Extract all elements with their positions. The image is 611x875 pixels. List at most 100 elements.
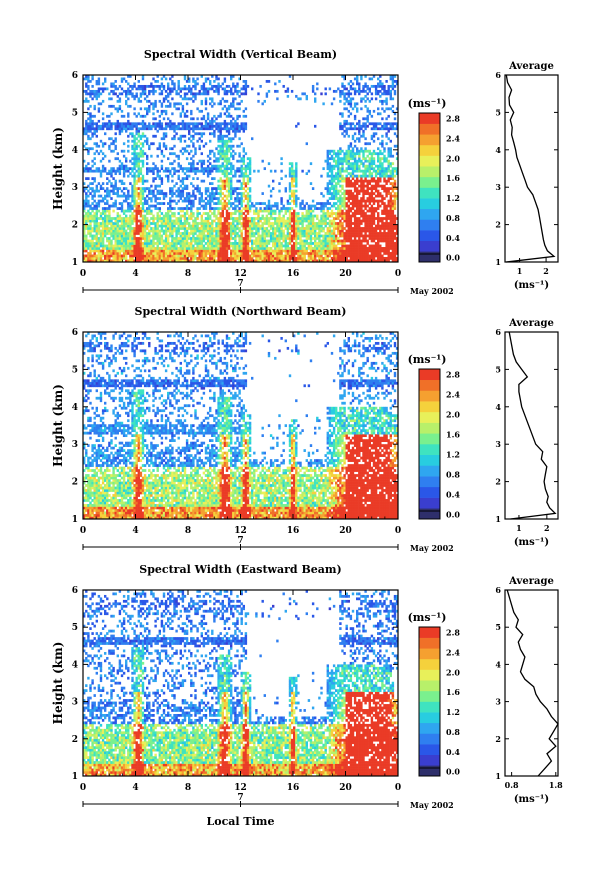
heatmap-cell: [137, 172, 140, 176]
heatmap-cell: [219, 222, 222, 225]
heatmap-cell: [358, 189, 361, 193]
heatmap-cell: [177, 92, 180, 96]
heatmap-cell: [135, 174, 138, 178]
heatmap-cell: [89, 234, 92, 238]
heatmap-cell: [305, 259, 308, 263]
heatmap-cell: [339, 127, 342, 131]
heatmap-cell: [139, 229, 143, 233]
heatmap-cell: [198, 212, 201, 215]
heatmap-cell: [192, 237, 195, 240]
heatmap-cell: [307, 259, 311, 263]
heatmap-cell: [221, 152, 224, 156]
heatmap-cell: [356, 152, 359, 156]
heatmap-cell: [288, 239, 292, 243]
heatmap-cell: [261, 222, 264, 225]
heatmap-cell: [347, 114, 350, 118]
heatmap-cell: [324, 254, 327, 258]
heatmap-cell: [135, 237, 138, 240]
heatmap-cell: [175, 222, 178, 225]
heatmap-cell: [332, 227, 336, 230]
heatmap-cell: [133, 149, 136, 153]
heatmap-cell: [143, 237, 147, 240]
heatmap-cell: [160, 192, 164, 195]
heatmap-cell: [364, 147, 367, 151]
heatmap-cell: [101, 212, 105, 215]
heatmap-cell: [314, 239, 317, 243]
heatmap-cell: [309, 204, 313, 208]
heatmap-cell: [116, 254, 119, 258]
heatmap-cell: [274, 202, 277, 205]
heatmap-cell: [278, 189, 281, 193]
heatmap-cell: [93, 157, 96, 161]
heatmap-cell: [209, 209, 212, 213]
heatmap-cell: [330, 157, 334, 161]
heatmap-cell: [108, 189, 111, 193]
heatmap-cell: [223, 139, 227, 143]
heatmap-cell: [259, 207, 262, 210]
heatmap-cell: [143, 259, 147, 263]
heatmap-cell: [129, 252, 132, 255]
heatmap-cell: [206, 174, 210, 178]
heatmap-cell: [99, 229, 103, 233]
heatmap-cell: [351, 127, 355, 131]
heatmap-cell: [141, 187, 145, 190]
heatmap-cell: [146, 107, 149, 111]
heatmap-cell: [263, 219, 266, 223]
heatmap-cell: [160, 237, 164, 240]
heatmap-cell: [227, 217, 231, 220]
heatmap-cell: [261, 232, 264, 235]
heatmap-cell: [213, 197, 216, 200]
heatmap-cell: [104, 132, 107, 136]
heatmap-cell: [297, 214, 300, 218]
heatmap-cell: [89, 259, 92, 263]
heatmap-cell: [299, 204, 302, 208]
heatmap-cell: [120, 207, 124, 210]
heatmap-cell: [263, 237, 266, 240]
heatmap-cell: [162, 154, 166, 158]
heatmap-cell: [288, 247, 292, 250]
heatmap-cell: [335, 189, 338, 193]
heatmap-cell: [326, 227, 329, 230]
heatmap-cell: [181, 109, 185, 113]
heatmap-cell: [345, 192, 348, 195]
heatmap-cell: [192, 224, 195, 228]
heatmap-cell: [87, 169, 90, 173]
heatmap-cell: [307, 219, 311, 223]
heatmap-cell: [160, 252, 164, 255]
heatmap-cell: [194, 224, 197, 228]
heatmap-cell: [316, 259, 319, 263]
heatmap-cell: [114, 157, 117, 161]
heatmap-cell: [152, 102, 155, 106]
heatmap-cell: [152, 249, 155, 253]
heatmap-cell: [263, 257, 266, 260]
heatmap-cell: [339, 232, 342, 235]
heatmap-cell: [194, 197, 197, 200]
heatmap-cell: [114, 84, 117, 88]
heatmap-cell: [246, 84, 250, 88]
heatmap-cell: [326, 254, 329, 258]
heatmap-cell: [341, 229, 344, 233]
heatmap-cell: [307, 244, 311, 248]
heatmap-cell: [358, 152, 361, 156]
heatmap-cell: [114, 217, 117, 220]
heatmap-cell: [110, 189, 113, 193]
heatmap-cell: [206, 219, 210, 223]
heatmap-cell: [93, 122, 96, 126]
heatmap-cell: [349, 172, 353, 176]
heatmap-cell: [324, 204, 327, 208]
heatmap-cell: [217, 159, 220, 163]
heatmap-cell: [286, 217, 290, 220]
heatmap-cell: [335, 227, 338, 230]
heatmap-cell: [211, 257, 214, 260]
heatmap-cell: [196, 107, 199, 111]
heatmap-cell: [181, 119, 185, 123]
heatmap-cell: [171, 79, 174, 83]
heatmap-cell: [209, 149, 212, 153]
heatmap-cell: [332, 212, 336, 215]
heatmap-cell: [330, 247, 334, 250]
heatmap-cell: [185, 197, 189, 200]
heatmap-cell: [219, 129, 222, 133]
heatmap-cell: [234, 89, 237, 93]
panel-title: Spectral Width (Vertical Beam): [144, 48, 337, 61]
heatmap-cell: [204, 204, 208, 208]
